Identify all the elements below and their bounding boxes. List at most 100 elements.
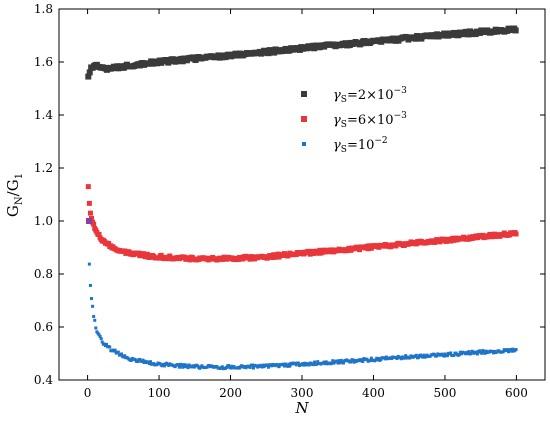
data-point xyxy=(435,354,439,358)
data-point xyxy=(315,362,319,366)
svg-text:γS=2×10−3: γS=2×10−3 xyxy=(333,86,407,105)
data-point xyxy=(311,363,315,367)
y-tick-label: 0.6 xyxy=(34,320,53,334)
data-point xyxy=(281,362,285,366)
data-point xyxy=(144,251,150,257)
data-point xyxy=(337,359,341,363)
data-point xyxy=(467,350,471,354)
data-point xyxy=(92,314,96,318)
data-points xyxy=(85,25,519,371)
y-tick-label: 1.8 xyxy=(34,2,53,16)
data-point xyxy=(147,362,151,366)
x-tick-label: 100 xyxy=(148,386,171,400)
data-point xyxy=(330,361,334,365)
data-point xyxy=(136,359,140,363)
y-axis-label: GN/G1 xyxy=(4,173,25,217)
data-point xyxy=(375,356,379,360)
data-point xyxy=(336,361,340,365)
data-point xyxy=(141,358,145,362)
data-point xyxy=(133,358,137,362)
data-point xyxy=(129,358,133,362)
data-point xyxy=(458,350,462,354)
data-point xyxy=(459,352,463,356)
data-point xyxy=(98,334,102,338)
data-point xyxy=(86,69,93,76)
series-3 xyxy=(86,218,518,371)
data-point xyxy=(323,362,327,366)
data-point xyxy=(357,247,363,253)
data-point xyxy=(341,361,345,365)
data-point xyxy=(93,318,97,322)
data-point xyxy=(182,363,186,367)
data-point xyxy=(316,360,320,364)
data-point xyxy=(433,353,437,357)
x-tick-label: 500 xyxy=(433,386,456,400)
data-point xyxy=(490,349,494,353)
data-point xyxy=(361,359,365,363)
svg-text:γS=6×10−3: γS=6×10−3 xyxy=(333,111,407,130)
legend-marker-series-2 xyxy=(301,116,307,122)
data-point xyxy=(368,359,372,363)
data-point xyxy=(230,364,234,368)
data-point xyxy=(483,351,487,355)
data-point xyxy=(424,355,428,359)
y-tick-label: 0.8 xyxy=(34,267,53,281)
data-point xyxy=(87,210,93,216)
data-point xyxy=(374,358,378,362)
data-point xyxy=(390,357,394,361)
data-point xyxy=(383,357,387,361)
data-point xyxy=(100,340,104,344)
data-point xyxy=(512,27,519,34)
data-point xyxy=(250,363,254,367)
data-point xyxy=(442,354,446,358)
data-point xyxy=(186,366,190,370)
overlap-marker xyxy=(86,218,93,224)
data-point xyxy=(91,221,97,227)
y-tick-label: 1.4 xyxy=(34,108,53,122)
legend-marker-series-1 xyxy=(301,91,307,97)
data-point xyxy=(86,200,92,206)
y-tick-label: 1.0 xyxy=(34,214,53,228)
data-point xyxy=(123,354,127,358)
data-point xyxy=(266,365,270,369)
data-point xyxy=(452,353,456,357)
svg-text:GN/G1: GN/G1 xyxy=(4,173,25,217)
data-point xyxy=(377,356,381,360)
data-point xyxy=(287,362,291,366)
data-point xyxy=(384,355,388,359)
data-point xyxy=(482,350,486,354)
data-point xyxy=(379,357,383,361)
data-point xyxy=(91,304,95,308)
y-tick-label: 1.6 xyxy=(34,55,53,69)
data-point xyxy=(176,363,180,367)
legend-entry-series-1: γS=2×10−3 xyxy=(301,86,407,105)
data-point xyxy=(302,363,306,367)
x-tick-label: 400 xyxy=(362,386,385,400)
data-point xyxy=(480,351,484,355)
data-point xyxy=(422,353,426,357)
data-point xyxy=(260,365,264,369)
data-point xyxy=(162,364,166,368)
data-point xyxy=(113,348,117,352)
data-point xyxy=(85,73,92,80)
data-point xyxy=(88,283,92,287)
x-tick-label: 300 xyxy=(291,386,314,400)
data-point xyxy=(469,352,473,356)
data-point xyxy=(85,184,91,190)
data-point xyxy=(351,358,355,362)
data-point xyxy=(399,357,403,361)
x-tick-label: 0 xyxy=(84,386,92,400)
data-point xyxy=(514,348,518,352)
data-point xyxy=(248,365,252,369)
data-point xyxy=(288,364,292,368)
data-point xyxy=(474,350,478,354)
data-point xyxy=(158,252,164,258)
y-tick-label: 0.4 xyxy=(34,373,53,387)
data-point xyxy=(322,360,326,364)
data-point xyxy=(97,333,101,337)
data-point xyxy=(510,349,514,353)
legend-entry-series-3: γS=10−2 xyxy=(302,136,388,155)
data-point xyxy=(313,360,317,364)
svg-text:γS=10−2: γS=10−2 xyxy=(333,136,388,155)
data-point xyxy=(417,356,420,360)
